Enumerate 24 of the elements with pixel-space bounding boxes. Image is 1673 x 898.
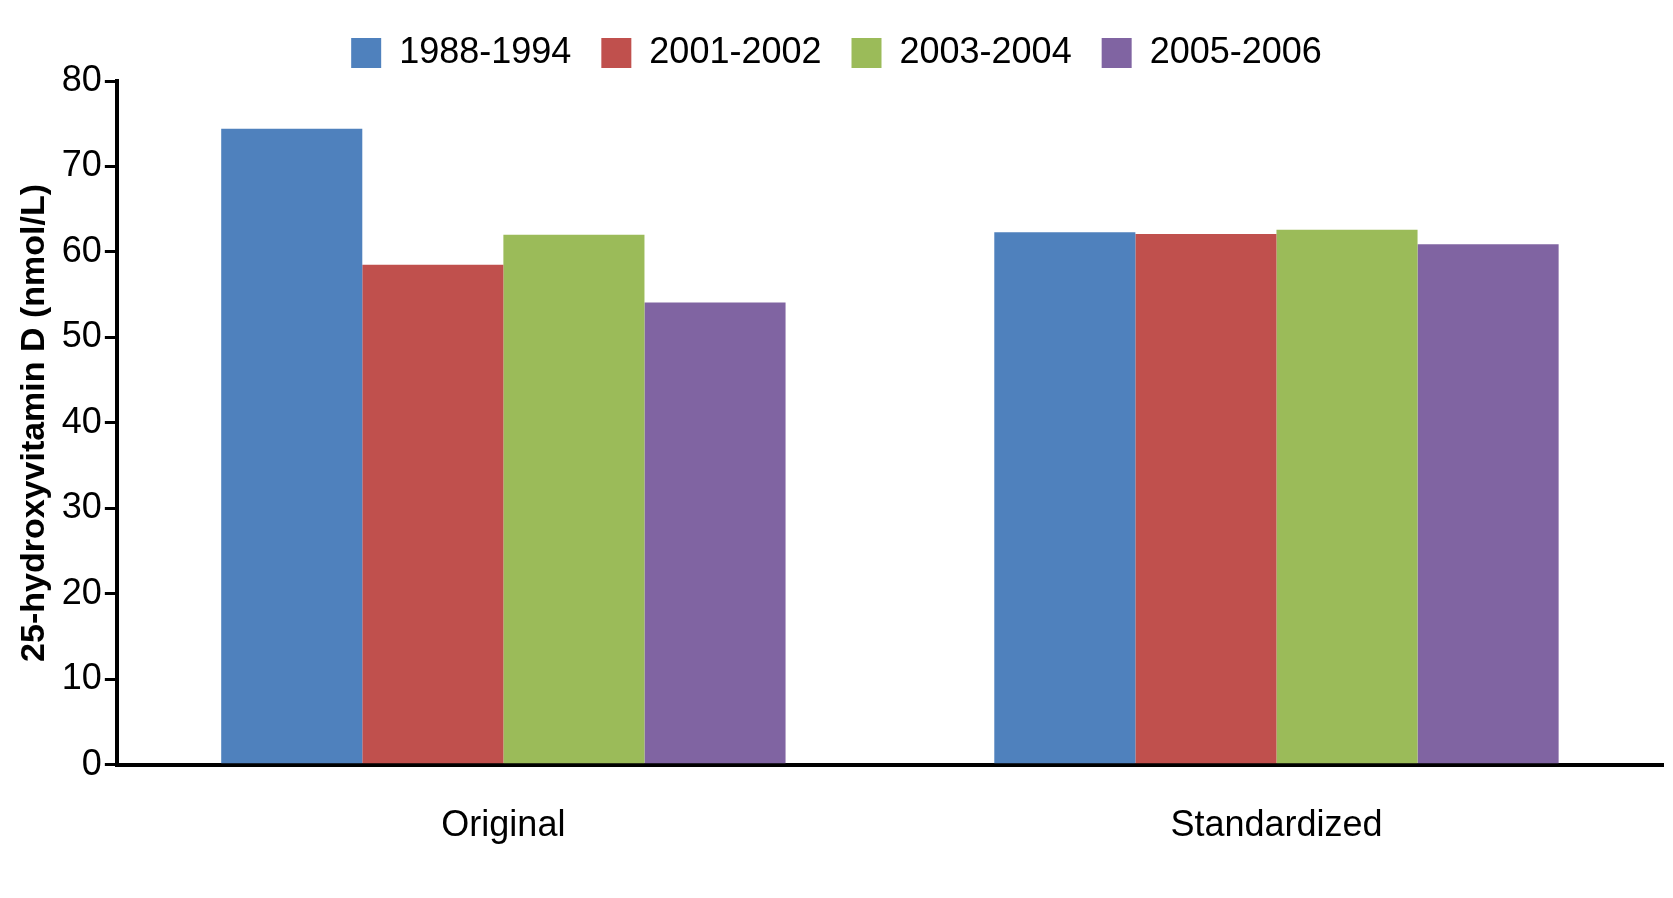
y-tick-label: 20 <box>61 570 102 612</box>
y-tick-label: 80 <box>61 57 102 99</box>
y-tick-label: 30 <box>61 485 102 527</box>
bar <box>1276 229 1418 764</box>
legend-label: 2001-2002 <box>649 29 822 71</box>
bar <box>221 128 363 764</box>
y-tick-label: 0 <box>81 741 102 783</box>
bar <box>994 232 1136 764</box>
x-tick-label: Original <box>441 803 566 845</box>
bar <box>644 302 786 764</box>
legend-label: 2003-2004 <box>899 29 1072 71</box>
y-tick-label: 40 <box>61 399 102 441</box>
bar <box>1417 244 1559 764</box>
bar <box>1135 234 1277 764</box>
bar <box>503 234 645 764</box>
bar <box>362 264 504 764</box>
y-tick-label: 60 <box>61 228 102 270</box>
legend-label: 1988-1994 <box>399 29 572 71</box>
y-tick-label: 70 <box>61 143 102 185</box>
y-axis-title: 25-hydroxyvitamin D (nmol/L) <box>12 183 51 662</box>
y-tick-label: 10 <box>61 656 102 698</box>
legend-label: 2005-2006 <box>1149 29 1322 71</box>
y-tick-label: 50 <box>61 314 102 356</box>
x-tick-label: Standardized <box>1170 803 1383 845</box>
